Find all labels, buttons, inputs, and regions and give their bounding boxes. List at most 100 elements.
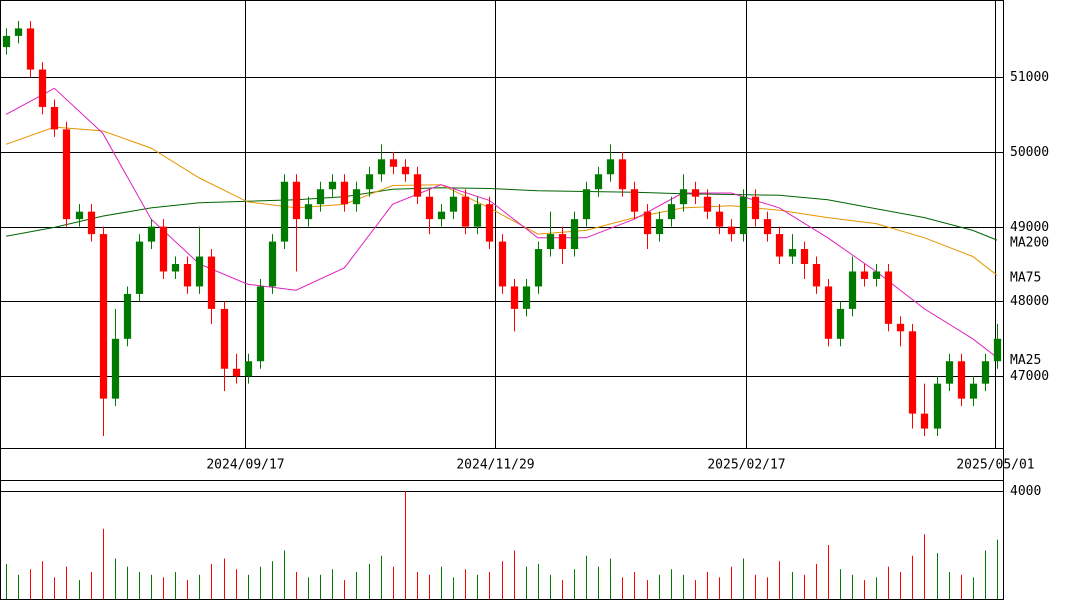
candle-body xyxy=(836,308,845,339)
candle-body xyxy=(510,286,519,309)
candle-body xyxy=(389,159,398,167)
candle-body xyxy=(498,241,507,287)
candle-body xyxy=(207,256,216,309)
candle-body xyxy=(244,361,253,377)
candle-body xyxy=(280,181,289,242)
candle-body xyxy=(993,338,1002,362)
candle-body xyxy=(304,204,313,220)
candle-body xyxy=(340,181,349,205)
price-frame xyxy=(0,0,1004,449)
candle-body xyxy=(62,129,71,220)
candle-body xyxy=(630,189,639,212)
candle-body xyxy=(268,241,277,287)
legend-label: MA75 xyxy=(1010,271,1041,286)
candle-body xyxy=(26,28,35,70)
y-tick-label: 47000 xyxy=(1010,369,1049,384)
candle-body xyxy=(449,196,458,212)
candle-body xyxy=(473,204,482,227)
candle-body xyxy=(171,264,180,272)
candle-body xyxy=(812,264,821,287)
legend-label: MA25 xyxy=(1010,353,1041,368)
candle-body xyxy=(715,211,724,227)
candle-body xyxy=(99,234,108,399)
candle-body xyxy=(292,181,301,220)
y-tick-label: 50000 xyxy=(1010,145,1049,160)
x-tick-label: 2024/09/17 xyxy=(206,458,284,473)
candle-body xyxy=(437,211,446,220)
candle-body xyxy=(87,211,96,235)
candle-body xyxy=(775,234,784,257)
candle-body xyxy=(691,189,700,197)
candle-body xyxy=(352,189,361,205)
candle-body xyxy=(413,174,422,197)
candle-body xyxy=(38,69,47,107)
candle-body xyxy=(425,196,434,220)
candle-body xyxy=(534,249,543,287)
x-tick-label: 2025/05/01 xyxy=(956,458,1034,473)
candle-body xyxy=(461,196,470,227)
candle-body xyxy=(618,159,627,190)
ma-line xyxy=(5,87,998,358)
candle-body xyxy=(679,189,688,205)
candle-body xyxy=(981,361,990,384)
candle-body xyxy=(606,159,615,175)
candle-body xyxy=(522,286,531,309)
candle-body xyxy=(751,196,760,220)
candle-body xyxy=(800,249,809,265)
candle-body xyxy=(256,286,265,362)
candle-body xyxy=(727,226,736,235)
candle-body xyxy=(643,211,652,235)
candle-body xyxy=(582,189,591,220)
candle-body xyxy=(763,219,772,235)
candle-body xyxy=(328,181,337,190)
candle-body xyxy=(957,361,966,399)
candle-body xyxy=(969,383,978,399)
legend-label: MA200 xyxy=(1010,236,1049,251)
ma-line xyxy=(5,187,998,241)
candle-body xyxy=(377,159,386,175)
candle-body xyxy=(703,196,712,212)
candle-body xyxy=(558,234,567,250)
candle-body xyxy=(401,166,410,175)
candle-body xyxy=(872,271,881,279)
candle-body xyxy=(896,323,905,332)
candle-body xyxy=(920,413,929,429)
y-tick-label: 4000 xyxy=(1010,484,1041,499)
candle-body xyxy=(739,196,748,235)
candle-body xyxy=(824,286,833,339)
candle-body xyxy=(50,106,59,130)
candle-body xyxy=(147,226,156,242)
candle-body xyxy=(945,361,954,384)
candle-body xyxy=(594,174,603,190)
candle-body xyxy=(123,293,132,339)
candle-body xyxy=(485,204,494,242)
candle-body xyxy=(848,271,857,309)
candle-body xyxy=(546,234,555,250)
candle-body xyxy=(195,256,204,287)
candle-body xyxy=(159,226,168,272)
candle-body xyxy=(14,28,23,36)
candle-body xyxy=(884,271,893,324)
candle-body xyxy=(183,264,192,287)
candle-body xyxy=(220,308,229,369)
candle-body xyxy=(908,331,917,414)
candle-body xyxy=(655,219,664,235)
y-tick-label: 51000 xyxy=(1010,70,1049,85)
candle-body xyxy=(135,241,144,294)
candle-body xyxy=(111,338,120,399)
candle-body xyxy=(860,271,869,279)
candle-body xyxy=(570,219,579,250)
candle-body xyxy=(2,35,11,48)
y-tick-label: 49000 xyxy=(1010,220,1049,235)
candle-body xyxy=(75,211,84,220)
x-tick-label: 2025/02/17 xyxy=(707,458,785,473)
candle-body xyxy=(232,368,241,377)
ma-line xyxy=(5,126,998,276)
candle-body xyxy=(788,249,797,257)
candle-body xyxy=(316,189,325,205)
y-tick-label: 48000 xyxy=(1010,294,1049,309)
candle-body xyxy=(933,383,942,429)
candle-body xyxy=(365,174,374,190)
candle-body xyxy=(667,204,676,220)
